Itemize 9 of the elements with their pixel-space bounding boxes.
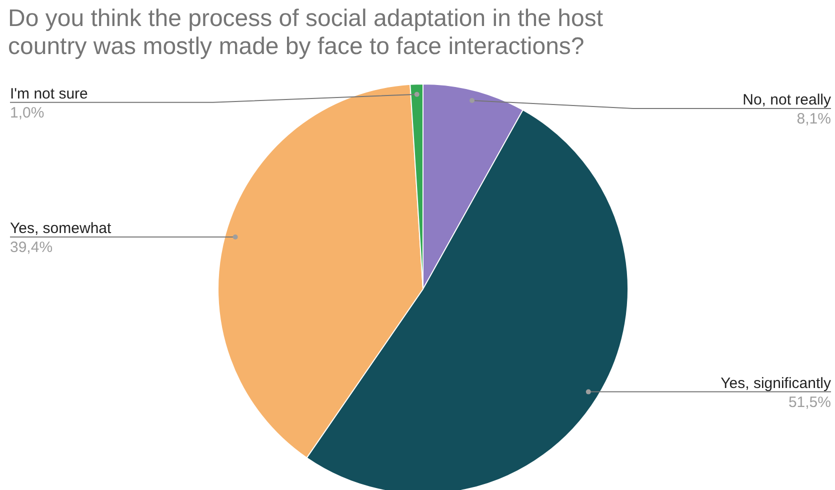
data-label: 39,4%: [10, 239, 53, 256]
slice-label: Yes, significantly: [720, 374, 832, 392]
chart-title: Do you think the process of social adaptation in the host country was mostly made by face to face interactions?: [8, 5, 604, 60]
slice-label: No, not really: [742, 92, 832, 109]
data-label: 51,5%: [788, 394, 831, 411]
data-label: 8,1%: [796, 110, 831, 128]
slice-label: Yes, somewhat: [10, 220, 112, 238]
data-label: 1,0%: [10, 104, 44, 122]
slice-label: I'm not sure: [10, 85, 88, 102]
